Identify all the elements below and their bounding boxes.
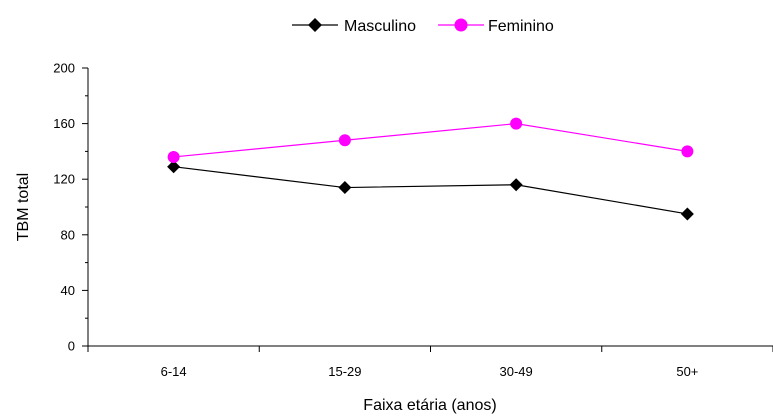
- x-tick-label: 15-29: [328, 364, 361, 379]
- data-point-masculino: [338, 181, 352, 195]
- data-point-feminino: [338, 134, 351, 147]
- y-axis-title: TBM total: [15, 173, 32, 241]
- series-line-feminino: [173, 122, 688, 158]
- data-point-masculino: [509, 178, 523, 192]
- legend-marker-feminino: [454, 18, 468, 32]
- x-axis-title: Faixa etária (anos): [363, 397, 496, 414]
- y-tick-label: 0: [68, 339, 75, 354]
- x-axis-ticks: 6-14 15-29 30-49 50+: [87, 346, 773, 379]
- legend-marker-masculino: [308, 18, 322, 32]
- y-tick-label: 160: [53, 116, 75, 131]
- y-tick-label: 80: [61, 227, 75, 242]
- x-tick-label: 50+: [676, 364, 698, 379]
- legend: Masculino Feminino: [292, 18, 554, 35]
- y-tick-label: 200: [53, 61, 75, 76]
- legend-item-masculino: Masculino: [292, 18, 416, 35]
- data-point-masculino: [680, 207, 694, 221]
- data-point-feminino: [681, 145, 694, 158]
- x-tick-label: 30-49: [500, 364, 533, 379]
- data-point-feminino: [510, 117, 523, 130]
- y-tick-label: 120: [53, 172, 75, 187]
- data-point-masculino: [167, 160, 181, 174]
- y-tick-label: 40: [61, 283, 75, 298]
- x-tick-label: 6-14: [161, 364, 187, 379]
- legend-item-feminino: Feminino: [438, 18, 554, 35]
- y-axis-ticks: 0 40 80 120 160 200: [53, 61, 88, 354]
- series-line-masculino: [173, 166, 688, 215]
- series-layer: [167, 117, 694, 221]
- legend-label-masculino: Masculino: [344, 18, 416, 35]
- data-point-feminino: [167, 150, 180, 163]
- legend-label-feminino: Feminino: [488, 18, 554, 35]
